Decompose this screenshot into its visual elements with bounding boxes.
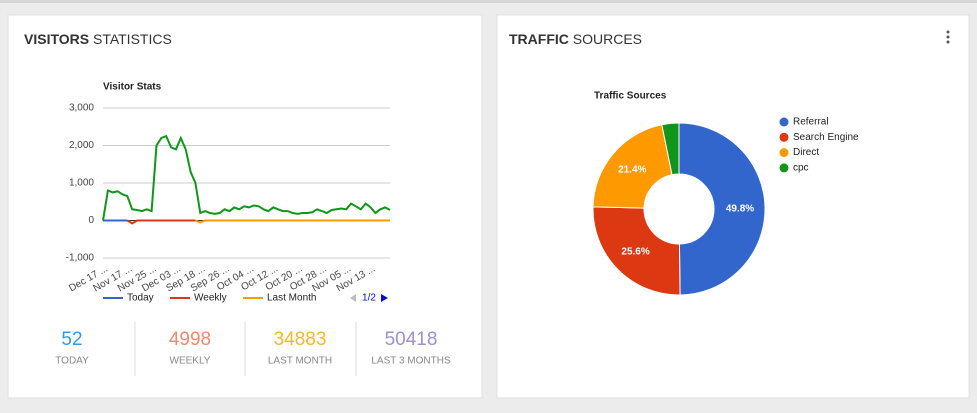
y-tick-label: -1,000 [66,253,95,264]
series-line [102,134,391,221]
visitors-title: VISITORS STATISTICS [24,31,172,47]
slice-label: 25.6% [621,247,649,258]
series-line [126,219,196,225]
title-rest: STATISTICS [93,31,172,47]
stat-value: 4998 [169,329,211,350]
legend-label: Last Month [267,293,316,304]
legend-label: Search Engine [793,132,859,143]
pie-slice [592,206,681,296]
menu-button[interactable] [946,30,950,44]
stat-label: TODAY [55,356,89,367]
stat-label: WEEKLY [170,356,211,367]
slice-label: 21.4% [618,164,646,175]
title-bold: VISITORS [24,31,89,47]
legend-swatch [779,117,789,127]
title-bold: TRAFFIC [509,31,569,47]
menu-dot [946,40,950,44]
y-tick-label: 3,000 [69,103,94,114]
legend-label: Today [127,293,154,304]
stat-label: LAST MONTH [268,356,332,367]
pie-slice [592,124,673,209]
y-tick-label: 2,000 [69,140,94,151]
pie-slice [661,122,680,176]
y-tick-label: 0 [88,215,94,226]
slice-label: 49.8% [726,203,754,214]
series-line [195,219,390,224]
menu-dot [946,35,950,39]
legend-swatch [779,132,789,142]
pie-slice [678,122,766,296]
title-rest: SOURCES [573,31,642,47]
legend-swatch [779,163,789,173]
stat-label: LAST 3 MONTHS [371,356,451,367]
stat-value: 50418 [385,329,438,350]
traffic-title: TRAFFIC SOURCES [509,31,642,47]
pie-chart-title: Traffic Sources [594,91,667,102]
legend-label: Direct [793,147,819,158]
legend-label: Weekly [194,293,227,304]
legend-next[interactable] [381,294,388,302]
legend-label: Referral [793,117,829,128]
menu-dot [946,30,950,34]
stat-value: 34883 [274,329,327,350]
legend-swatch [779,148,789,158]
line-chart-title: Visitor Stats [103,82,162,93]
legend-page: 1/2 [362,293,376,304]
y-tick-label: 1,000 [69,178,94,189]
legend-prev[interactable] [350,294,356,302]
legend-label: cpc [793,163,809,174]
stat-value: 52 [61,329,82,350]
top-strip [0,0,977,3]
